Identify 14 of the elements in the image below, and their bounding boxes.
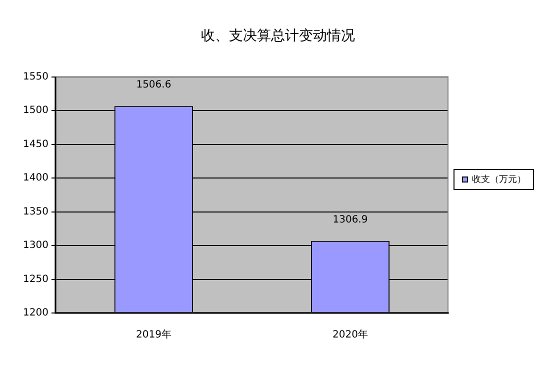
x-tick-label: 2020年	[332, 328, 368, 341]
y-tick-label: 1450	[22, 138, 48, 150]
y-tick-label: 1250	[22, 274, 48, 285]
x-tick-label: 2019年	[136, 328, 172, 341]
y-tick-label: 1200	[22, 308, 48, 319]
data-label: 1306.9	[332, 214, 368, 226]
y-tick-label: 1300	[22, 240, 48, 252]
chart-title: 收、支决算总计变动情况	[201, 28, 355, 44]
y-tick-label: 1350	[22, 206, 48, 218]
y-tick-label: 1400	[22, 172, 48, 184]
y-tick-label: 1500	[22, 105, 48, 116]
y-tick-label: 1550	[22, 71, 48, 82]
legend-label: 收支（万元）	[472, 174, 526, 185]
data-label: 1506.6	[136, 80, 172, 91]
